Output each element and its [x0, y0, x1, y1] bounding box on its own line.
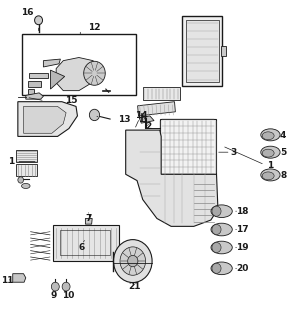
Text: 17: 17 — [236, 225, 249, 234]
Circle shape — [51, 282, 59, 291]
Bar — [160, 119, 216, 174]
Bar — [22, 34, 136, 95]
Text: 12: 12 — [88, 23, 101, 32]
Text: 7: 7 — [85, 214, 92, 223]
Text: 20: 20 — [237, 264, 249, 273]
Ellipse shape — [261, 129, 280, 141]
Ellipse shape — [211, 262, 232, 275]
Polygon shape — [126, 130, 218, 226]
Ellipse shape — [22, 184, 30, 189]
Text: 10: 10 — [62, 291, 74, 300]
Text: 11: 11 — [1, 276, 13, 285]
Bar — [143, 87, 180, 100]
Bar — [53, 225, 119, 261]
Ellipse shape — [261, 146, 280, 158]
Text: 16: 16 — [22, 8, 34, 17]
Bar — [221, 47, 226, 56]
Bar — [186, 20, 219, 82]
Circle shape — [212, 206, 221, 216]
Polygon shape — [29, 73, 48, 78]
Polygon shape — [43, 59, 61, 67]
Text: 2: 2 — [145, 122, 152, 132]
Text: 19: 19 — [236, 243, 249, 252]
Ellipse shape — [262, 149, 274, 157]
Bar — [61, 230, 110, 256]
Polygon shape — [26, 93, 43, 99]
Text: 1: 1 — [267, 161, 274, 170]
Text: 15: 15 — [65, 96, 78, 105]
Polygon shape — [138, 102, 175, 116]
Text: 18: 18 — [236, 207, 249, 216]
Bar — [28, 81, 41, 87]
Bar — [182, 16, 222, 86]
Circle shape — [128, 256, 138, 267]
Text: 3: 3 — [230, 148, 237, 157]
Text: 1: 1 — [8, 157, 15, 166]
Text: 14: 14 — [135, 111, 148, 120]
Circle shape — [62, 282, 70, 291]
Circle shape — [212, 243, 221, 253]
Polygon shape — [24, 107, 66, 133]
Text: 9: 9 — [51, 291, 57, 300]
Circle shape — [18, 177, 24, 183]
Text: 13: 13 — [118, 115, 131, 124]
Ellipse shape — [211, 205, 232, 217]
Ellipse shape — [261, 169, 280, 181]
Circle shape — [113, 240, 152, 282]
Polygon shape — [18, 102, 77, 136]
Text: 5: 5 — [280, 148, 286, 157]
Text: 4: 4 — [280, 131, 286, 140]
Circle shape — [212, 263, 221, 273]
Polygon shape — [56, 57, 100, 91]
Polygon shape — [13, 274, 26, 282]
Bar — [16, 165, 37, 177]
Circle shape — [35, 16, 42, 25]
Polygon shape — [139, 116, 154, 123]
Circle shape — [84, 61, 105, 85]
Circle shape — [212, 224, 221, 235]
Circle shape — [120, 247, 146, 275]
Polygon shape — [85, 218, 92, 224]
Bar — [16, 150, 37, 162]
Text: 21: 21 — [129, 282, 141, 291]
Ellipse shape — [211, 241, 232, 254]
Ellipse shape — [262, 172, 274, 180]
Ellipse shape — [211, 223, 232, 236]
Ellipse shape — [262, 132, 274, 140]
Bar — [28, 89, 34, 94]
Text: 8: 8 — [280, 171, 286, 180]
Text: 6: 6 — [79, 243, 85, 252]
Circle shape — [89, 109, 100, 121]
Polygon shape — [50, 70, 65, 89]
